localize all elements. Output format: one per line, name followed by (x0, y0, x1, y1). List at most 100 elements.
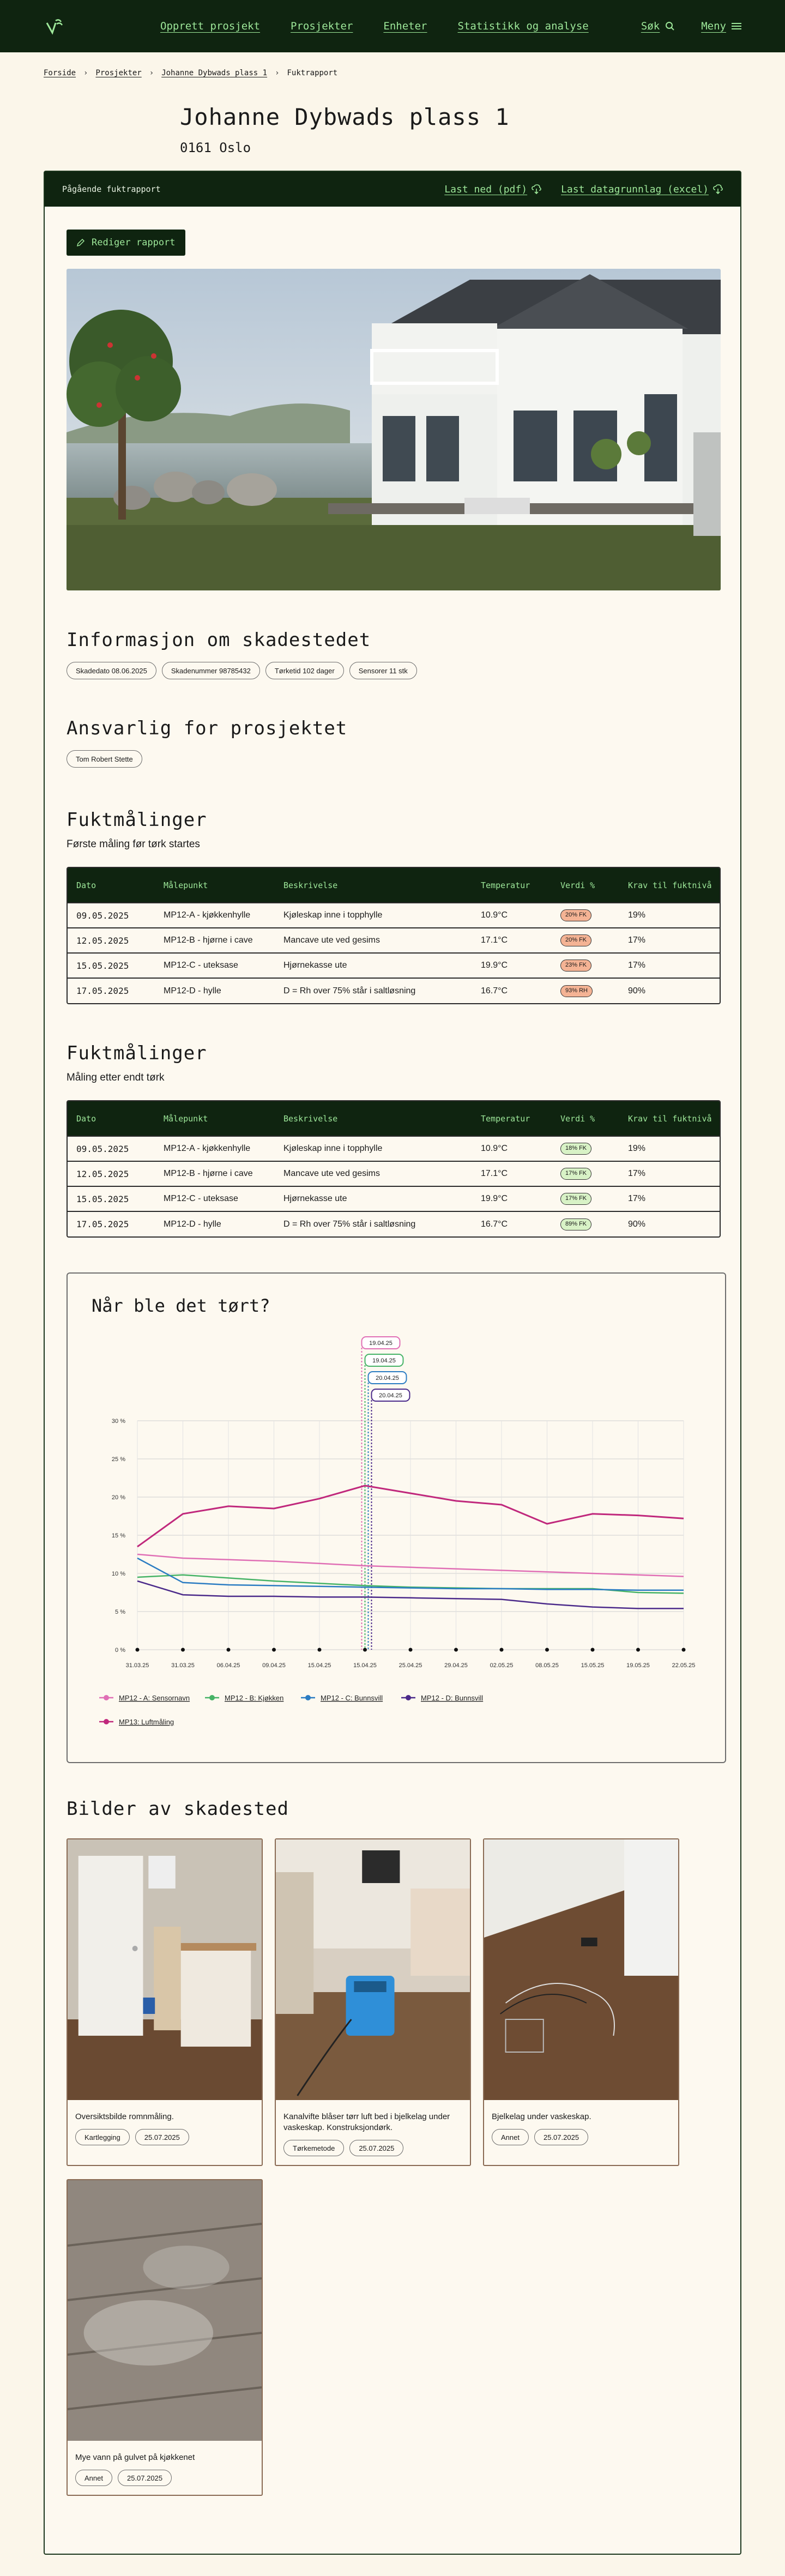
breadcrumb-project[interactable]: Johanne Dybwads plass 1 (161, 69, 268, 77)
info-title: Informasjon om skadestedet (67, 629, 371, 651)
cell-desc: D = Rh over 75% står i saltløsning (275, 978, 472, 1003)
cell-temp: 16.7°C (472, 978, 552, 1003)
flag-label: 20.04.25 (379, 1392, 402, 1399)
photo-card[interactable]: Oversiktsbilde romnmåling. Kartlegging 2… (67, 1838, 263, 2166)
photo-tags: Kartlegging 25.07.2025 (68, 2122, 262, 2154)
table-row: 17.05.2025 MP12-D - hylle D = Rh over 75… (68, 1211, 720, 1236)
cell-req: 17% (619, 927, 720, 953)
cell-desc: Hjørnekasse ute (275, 1186, 472, 1211)
house-photo (67, 269, 721, 590)
table-row: 09.05.2025 MP12-A - kjøkkenhylle Kjølesk… (68, 902, 720, 928)
cell-point: MP12-C - uteksase (155, 1186, 275, 1211)
pencil-icon (76, 238, 85, 247)
photo-card[interactable]: Mye vann på gulvet på kjøkkenet Annet 25… (67, 2179, 263, 2496)
flag-box (371, 1389, 410, 1402)
legend-swatch-dot (406, 1695, 411, 1700)
x-tick-label: 19.05.25 (626, 1662, 650, 1669)
cell-req: 17% (619, 1186, 720, 1211)
x-tick-label: 02.05.25 (490, 1662, 514, 1669)
y-tick-label: 0 % (115, 1647, 125, 1654)
page-title: Johanne Dybwads plass 1 (180, 104, 510, 130)
download-excel-label: Last datagrunnlag (excel) (561, 183, 709, 195)
before-section: Fuktmålinger Første måling før tørk star… (67, 809, 721, 1004)
flag-label: 20.04.25 (376, 1375, 399, 1381)
nav-prosjekter[interactable]: Prosjekter (291, 20, 353, 32)
photo-card[interactable]: Kanalvifte blåser tørr luft bed i bjelke… (275, 1838, 471, 2166)
nav-opprett-prosjekt[interactable]: Opprett prosjekt (160, 20, 261, 32)
cell-req: 90% (619, 1211, 720, 1236)
responsible-title: Ansvarlig for prosjektet (67, 717, 348, 739)
value-badge: 17% FK (560, 1193, 592, 1205)
table-header-row: Dato Målepunkt Beskrivelse Temperatur Ve… (68, 1101, 720, 1136)
cell-temp: 10.9°C (472, 1136, 552, 1161)
series-line (137, 1580, 684, 1609)
photo-card[interactable]: Bjelkelag under vaskeskap. Annet 25.07.2… (483, 1838, 679, 2166)
download-pdf-link[interactable]: Last ned (pdf) (444, 184, 541, 195)
nav-enheter[interactable]: Enheter (383, 20, 427, 32)
project-address: 0161 Oslo (180, 140, 251, 155)
cell-temp: 17.1°C (472, 1161, 552, 1186)
logo-icon[interactable] (44, 15, 65, 37)
breadcrumb-prosjekter[interactable]: Prosjekter (95, 69, 142, 77)
x-tick-dot (272, 1648, 276, 1652)
table-row: 17.05.2025 MP12-D - hylle D = Rh over 75… (68, 978, 720, 1003)
breadcrumb-forside[interactable]: Forside (44, 69, 76, 77)
nav-statistikk[interactable]: Statistikk og analyse (457, 20, 589, 32)
table-header-row: Dato Målepunkt Beskrivelse Temperatur Ve… (68, 868, 720, 903)
before-table: Dato Målepunkt Beskrivelse Temperatur Ve… (67, 867, 721, 1004)
photo-date: 25.07.2025 (534, 2129, 589, 2145)
breadcrumb: Forside › Prosjekter › Johanne Dybwads p… (0, 69, 785, 77)
chip-torketid: Tørketid 102 dager (265, 662, 344, 679)
cell-date: 15.05.2025 (68, 1186, 155, 1211)
cell-desc: D = Rh over 75% står i saltløsning (275, 1211, 472, 1236)
search-icon (666, 22, 674, 31)
x-tick-label: 06.04.25 (217, 1662, 240, 1669)
report-status: Pågående fuktrapport (62, 184, 161, 194)
photo-caption: Mye vann på gulvet på kjøkkenet (75, 2453, 195, 2462)
photo-wet-floor (67, 2180, 262, 2441)
after-subtitle: Måling etter endt tørk (67, 1072, 165, 1083)
report-bar: Pågående fuktrapport Last ned (pdf) Last… (45, 172, 740, 207)
col-dato: Dato (68, 1101, 155, 1136)
chevron-right-icon: › (149, 69, 154, 77)
y-tick-label: 5 % (115, 1609, 125, 1615)
photo-tags: Tørkemetode 25.07.2025 (276, 2133, 470, 2165)
photo-caption: Kanalvifte blåser tørr luft bed i bjelke… (283, 2112, 450, 2132)
cell-temp: 10.9°C (472, 902, 552, 928)
breadcrumb-current: Fuktrapport (287, 69, 338, 77)
x-tick-label: 15.04.25 (353, 1662, 377, 1669)
photo-tag: Kartlegging (75, 2129, 130, 2145)
edit-report-button[interactable]: Rediger rapport (67, 230, 185, 256)
after-title: Fuktmålinger (67, 1042, 207, 1064)
cell-temp: 17.1°C (472, 927, 552, 953)
value-badge: 18% FK (560, 1143, 592, 1155)
menu-button[interactable]: Meny (701, 20, 741, 32)
flag-box (367, 1371, 407, 1384)
cell-desc: Mancave ute ved gesims (275, 1161, 472, 1186)
x-tick-label: 22.05.25 (672, 1662, 696, 1669)
cell-desc: Kjøleskap inne i topphylle (275, 902, 472, 928)
cell-req: 90% (619, 978, 720, 1003)
cell-date: 17.05.2025 (68, 1211, 155, 1236)
download-excel-link[interactable]: Last datagrunnlag (excel) (561, 184, 723, 195)
search-button[interactable]: Søk (641, 20, 675, 32)
cell-req: 19% (619, 1136, 720, 1161)
x-tick-dot (135, 1648, 140, 1652)
project-heading: Johanne Dybwads plass 1 0161 Oslo (180, 104, 785, 155)
cell-req: 19% (619, 902, 720, 928)
x-tick-label: 09.04.25 (262, 1662, 286, 1669)
cell-req: 17% (619, 952, 720, 978)
photo-room-overview (68, 1839, 262, 2100)
col-temperatur: Temperatur (472, 1101, 552, 1136)
report-downloads: Last ned (pdf) Last datagrunnlag (excel) (444, 184, 723, 195)
chevron-right-icon: › (83, 69, 88, 77)
x-tick-dot (636, 1648, 640, 1652)
cell-temp: 16.7°C (472, 1211, 552, 1236)
x-tick-label: 25.04.25 (399, 1662, 422, 1669)
download-icon (713, 184, 723, 194)
chip-skadenummer: Skadenummer 98785432 (161, 662, 260, 679)
cell-value: 20% FK (552, 927, 619, 953)
chevron-right-icon: › (275, 69, 280, 77)
flag-box (364, 1354, 404, 1367)
flag-label: 19.04.25 (369, 1340, 392, 1347)
